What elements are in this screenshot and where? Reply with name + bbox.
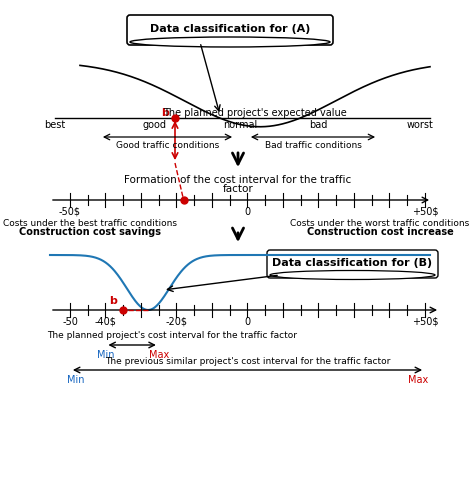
Text: +50$: +50$: [411, 207, 437, 217]
Ellipse shape: [130, 37, 329, 47]
Text: The planned project's cost interval for the traffic factor: The planned project's cost interval for …: [47, 332, 297, 340]
Text: -50$: -50$: [59, 207, 81, 217]
Text: Good traffic conditions: Good traffic conditions: [116, 142, 219, 150]
FancyBboxPatch shape: [127, 15, 332, 45]
Text: -50: -50: [62, 317, 78, 327]
Text: bad: bad: [308, 120, 327, 130]
Text: Construction cost savings: Construction cost savings: [19, 227, 161, 237]
Text: Costs under the worst traffic conditions: Costs under the worst traffic conditions: [290, 218, 469, 228]
Text: +50$: +50$: [411, 317, 437, 327]
Text: -20$: -20$: [165, 317, 187, 327]
Text: Max: Max: [407, 375, 427, 385]
Text: Data classification for (B): Data classification for (B): [272, 258, 432, 268]
Text: Formation of the cost interval for the traffic: Formation of the cost interval for the t…: [124, 175, 351, 185]
Text: Bad traffic conditions: Bad traffic conditions: [264, 142, 361, 150]
Text: factor: factor: [222, 184, 253, 194]
Text: 0: 0: [244, 207, 250, 217]
Text: b: b: [109, 296, 117, 306]
Text: good: good: [143, 120, 167, 130]
Text: Min: Min: [67, 375, 84, 385]
Text: normal: normal: [222, 120, 257, 130]
Text: Costs under the best traffic conditions: Costs under the best traffic conditions: [3, 218, 177, 228]
Text: Min: Min: [97, 350, 114, 360]
Text: The previous similar project's cost interval for the traffic factor: The previous similar project's cost inte…: [105, 356, 389, 366]
FancyBboxPatch shape: [267, 250, 437, 278]
Text: Data classification for (A): Data classification for (A): [149, 24, 309, 34]
Text: Max: Max: [149, 350, 169, 360]
Text: Construction cost increase: Construction cost increase: [306, 227, 452, 237]
Text: -40$: -40$: [94, 317, 116, 327]
Text: The planned project's expected value: The planned project's expected value: [163, 108, 346, 118]
Text: b: b: [161, 108, 169, 118]
Text: worst: worst: [406, 120, 433, 130]
Text: 0: 0: [244, 317, 250, 327]
Ellipse shape: [269, 270, 434, 280]
Text: best: best: [44, 120, 66, 130]
